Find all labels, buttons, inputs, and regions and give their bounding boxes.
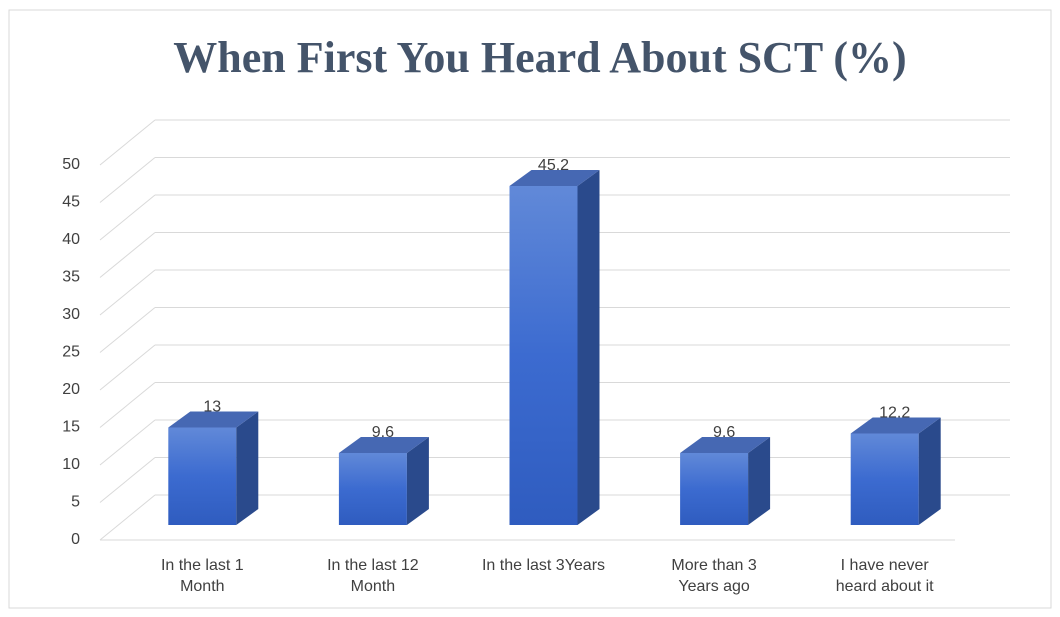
y-tick-label: 10 xyxy=(62,456,80,473)
bar-side xyxy=(406,437,429,525)
bar-top xyxy=(338,437,429,453)
grid-diagonal xyxy=(99,419,156,466)
data-label: 12.2 xyxy=(879,405,910,422)
grid-diagonal xyxy=(99,232,156,278)
data-label: 45.2 xyxy=(538,157,569,174)
y-tick-label: 20 xyxy=(62,381,80,398)
bar xyxy=(509,186,578,525)
y-tick-label: 15 xyxy=(62,419,80,436)
bar xyxy=(338,453,407,525)
y-tick-label: 50 xyxy=(62,156,80,173)
x-tick-label: In the last 1 Month xyxy=(160,557,244,595)
data-label: 9.6 xyxy=(713,424,735,441)
y-tick-label: 5 xyxy=(71,494,80,511)
bar-top xyxy=(168,411,259,428)
x-tick-label: I have never heard about it xyxy=(835,557,934,595)
grid-diagonal xyxy=(99,494,156,541)
grid-diagonal xyxy=(99,382,156,428)
grid-diagonal xyxy=(99,344,156,391)
y-tick-label: 30 xyxy=(62,306,80,323)
x-tick-label: In the last 3Years xyxy=(481,557,606,574)
y-tick-label: 40 xyxy=(62,231,80,248)
bar-side xyxy=(918,417,941,525)
data-label: 9.6 xyxy=(372,424,394,441)
y-tick-label: 35 xyxy=(62,269,80,286)
x-tick-label: More than 3 Years ago xyxy=(671,557,757,595)
y-tick-label: 45 xyxy=(62,194,80,211)
bar-top xyxy=(680,437,771,453)
grid-diagonal xyxy=(99,457,156,503)
grid-diagonal xyxy=(99,119,156,166)
chart-border xyxy=(8,9,1052,609)
data-label: 13 xyxy=(203,399,221,416)
grid-diagonal xyxy=(99,307,156,353)
bar-side xyxy=(748,437,771,525)
bar-top xyxy=(509,170,600,186)
grid-diagonal xyxy=(99,194,156,241)
grid-diagonal xyxy=(99,157,156,203)
bar-side xyxy=(236,411,259,525)
bar xyxy=(168,427,237,525)
bar-top xyxy=(850,417,941,434)
bar xyxy=(850,433,919,525)
grid-diagonal xyxy=(99,269,156,316)
y-tick-label: 25 xyxy=(62,344,80,361)
chart-title: When First You Heard About SCT (%) xyxy=(173,33,906,82)
bar-side xyxy=(577,170,600,525)
bar xyxy=(680,453,749,525)
x-tick-label: In the last 12 Month xyxy=(327,557,419,595)
y-tick-label: 0 xyxy=(71,531,80,548)
